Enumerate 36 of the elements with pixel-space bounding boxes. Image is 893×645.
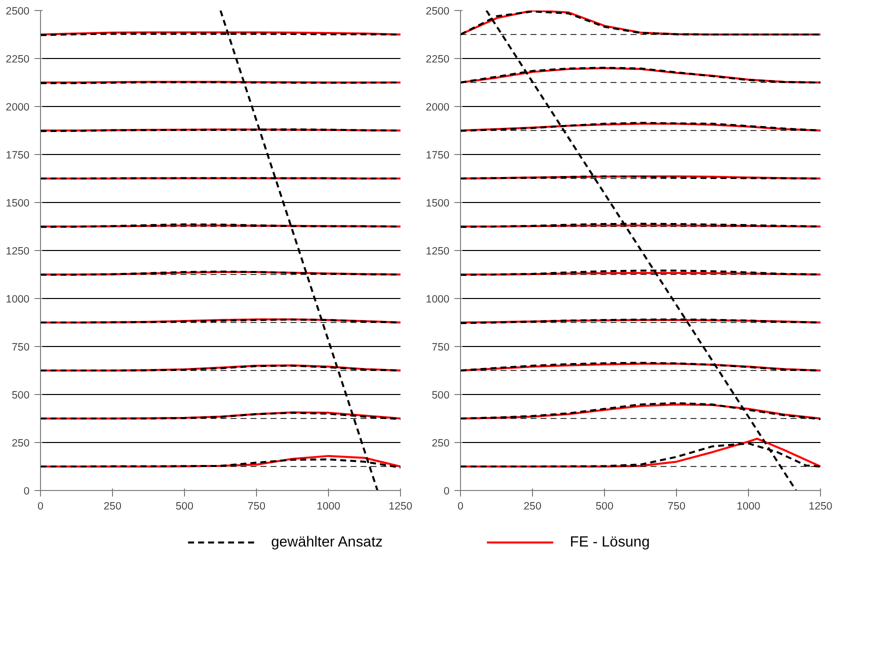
y-tick-label: 750 xyxy=(12,342,30,354)
x-tick-label: 0 xyxy=(458,500,464,512)
y-tick-label: 1500 xyxy=(6,198,30,210)
x-tick-label: 1000 xyxy=(736,500,760,512)
y-tick-label: 0 xyxy=(444,486,450,498)
y-tick-label: 750 xyxy=(432,342,450,354)
y-tick-label: 2500 xyxy=(6,6,30,18)
y-tick-label: 500 xyxy=(12,390,30,402)
y-tick-label: 1000 xyxy=(6,294,30,306)
x-tick-label: 1250 xyxy=(388,500,412,512)
x-tick-label: 1250 xyxy=(808,500,832,512)
y-tick-label: 1250 xyxy=(6,246,30,258)
legend-label: gewählter Ansatz xyxy=(271,534,383,550)
y-tick-label: 2250 xyxy=(6,54,30,66)
y-tick-label: 1000 xyxy=(426,294,450,306)
x-tick-label: 500 xyxy=(596,500,614,512)
y-tick-label: 1500 xyxy=(426,198,450,210)
y-tick-label: 1250 xyxy=(426,246,450,258)
y-tick-label: 0 xyxy=(24,486,30,498)
y-tick-label: 1750 xyxy=(6,150,30,162)
x-tick-label: 750 xyxy=(248,500,266,512)
y-tick-label: 1750 xyxy=(426,150,450,162)
legend-label: FE - Lösung xyxy=(570,534,650,550)
y-tick-label: 2500 xyxy=(426,6,450,18)
y-tick-label: 2250 xyxy=(426,54,450,66)
x-tick-label: 1000 xyxy=(316,500,340,512)
y-tick-label: 250 xyxy=(12,438,30,450)
x-tick-label: 0 xyxy=(38,500,44,512)
y-tick-label: 500 xyxy=(432,390,450,402)
x-tick-label: 750 xyxy=(668,500,686,512)
y-tick-label: 2000 xyxy=(426,102,450,114)
x-tick-label: 250 xyxy=(524,500,542,512)
y-tick-label: 2000 xyxy=(6,102,30,114)
x-tick-label: 500 xyxy=(176,500,194,512)
x-tick-label: 250 xyxy=(104,500,122,512)
y-tick-label: 250 xyxy=(432,438,450,450)
